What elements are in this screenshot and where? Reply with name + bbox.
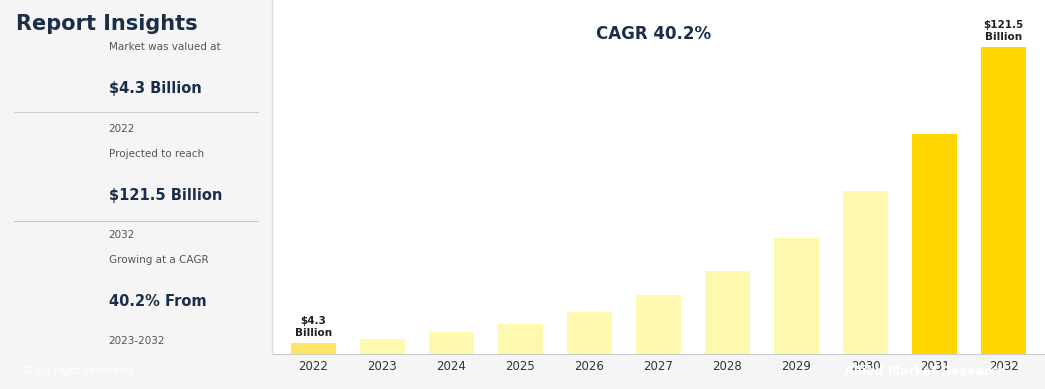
Text: 40.2% From: 40.2% From [109,294,206,309]
Text: 2032: 2032 [109,230,135,240]
Text: 2022: 2022 [109,124,135,134]
Bar [981,47,1026,354]
Bar [497,324,542,354]
Text: Projected to reach: Projected to reach [109,149,204,159]
Text: © All right reserved: © All right reserved [22,366,133,377]
Text: CAGR 40.2%: CAGR 40.2% [597,25,712,43]
Text: $4.3
Billion: $4.3 Billion [295,317,331,338]
Text: $121.5
Billion: $121.5 Billion [983,20,1024,42]
Text: $121.5 Billion: $121.5 Billion [109,187,222,203]
Text: Growing at a CAGR: Growing at a CAGR [109,255,208,265]
Text: Market was valued at: Market was valued at [109,42,220,53]
Text: Allied Market Research: Allied Market Research [844,365,1006,378]
Bar [774,238,819,354]
Bar [843,191,888,354]
Text: 2023-2032: 2023-2032 [109,336,165,346]
Text: Report Insights: Report Insights [17,14,198,34]
Bar [359,339,404,354]
Bar [705,271,750,354]
Bar [912,134,957,354]
Bar [566,312,611,354]
Bar [291,343,335,354]
Text: $4.3 Billion: $4.3 Billion [109,81,202,96]
Bar [428,333,473,354]
Bar [636,295,680,354]
